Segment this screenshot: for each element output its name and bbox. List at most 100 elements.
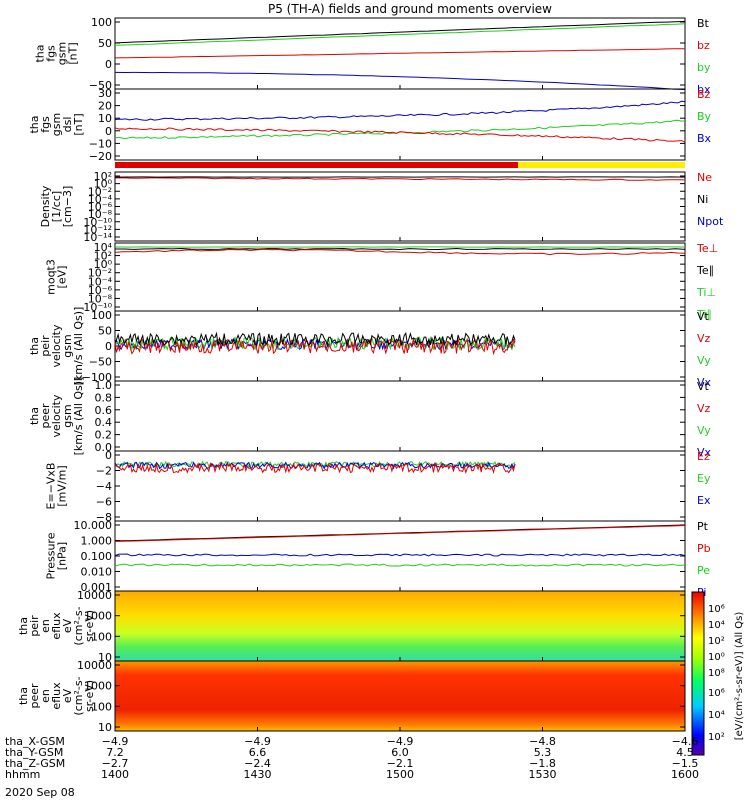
legend-Bz: Bz — [697, 88, 711, 101]
legend-Vz: Vz — [697, 402, 711, 415]
legend-Npot: Npot — [697, 215, 724, 228]
legend-Ex: Ex — [697, 494, 711, 507]
legend-by: by — [697, 61, 711, 74]
trace-by — [115, 24, 685, 46]
mode-bar-yellow — [518, 162, 685, 168]
legend-Ni: Ni — [697, 193, 708, 206]
cbar-tick-l3: 10² — [708, 732, 725, 743]
ytick-label: 0 — [105, 125, 112, 138]
ytick-label: −6 — [96, 496, 112, 509]
legend-Ti⊥: Ti⊥ — [696, 286, 716, 299]
ytick-label: 50 — [98, 37, 112, 50]
mode-bar-red — [115, 162, 518, 168]
ytick-label: 0 — [105, 58, 112, 71]
ylabel-line: [eV] — [56, 266, 69, 289]
panel-peer_spec: 10000100010010thapeerenefluxeV(cm²-s-sr-… — [17, 659, 685, 734]
ytick-label: 100 — [91, 309, 112, 322]
ytick-label: 0 — [105, 340, 112, 353]
ytick-label: −50 — [89, 356, 112, 369]
panel-frame — [115, 243, 685, 311]
ylabel-line: [km/s (All Qs)] — [72, 377, 85, 456]
ylabel-line: [cm−3] — [61, 186, 74, 228]
ylabel-line: [km/s (All Qs)] — [72, 307, 85, 386]
panel-peir_spec: 10000100010010thapeirenefluxeV(cm²-s-sr-… — [17, 589, 685, 664]
ytick-label: 10 — [98, 112, 112, 125]
ytick-label: 10000 — [77, 659, 112, 672]
plot-title: P5 (TH-A) fields and ground moments over… — [268, 2, 552, 16]
legend-bz: bz — [697, 39, 710, 52]
trace-Bt — [115, 21, 685, 43]
legend-Te⊥: Te⊥ — [696, 242, 718, 255]
legend-Ez: Ez — [697, 450, 710, 463]
ytick-label: 10.000 — [74, 519, 113, 532]
spectrogram-peir — [115, 591, 685, 661]
cbar-tick-u2: 10² — [708, 636, 725, 647]
legend-Bx: Bx — [697, 132, 712, 145]
ytick-label: 0.100 — [81, 550, 113, 563]
cbar-tick-l1: 10⁶ — [708, 688, 725, 699]
legend-Pb: Pb — [697, 542, 711, 555]
trace-Pi — [115, 554, 685, 556]
ylabel-line: [nT] — [67, 42, 80, 64]
legend-Ey: Ey — [697, 472, 711, 485]
colorbar-label: [eV/(cm²-s-sr-eV)] (All Qs) — [734, 612, 745, 741]
cbar-tick-l2: 10⁴ — [708, 710, 725, 721]
legend-Bt: Bt — [697, 17, 710, 30]
panel-frame — [115, 381, 685, 451]
ylabel-line: sr-eV) — [83, 610, 96, 642]
trace-Te-perp — [115, 249, 685, 254]
panel-peer_vel: 1.00.80.60.40.20.0thapeervelocitygsm[km/… — [28, 377, 712, 459]
ytick-label: −2 — [96, 465, 112, 478]
legend-Vy: Vy — [697, 354, 711, 367]
ytick-label: 0 — [105, 449, 112, 462]
ylabel-line: sr-eV) — [83, 680, 96, 712]
ytick-label: 1.0 — [95, 379, 113, 392]
trace-Te-par — [115, 249, 685, 250]
orbit-date: 2020 Sep 08 — [5, 786, 75, 799]
trace-Bz — [115, 128, 685, 142]
legend-Vy: Vy — [697, 424, 711, 437]
ytick-label: −4 — [96, 480, 112, 493]
panel-temp: 10⁴10²10⁰10⁻²10⁻⁴10⁻⁶10⁻⁸10⁻¹⁰moqt3[eV]T… — [45, 241, 719, 321]
ytick-label: −20 — [89, 150, 112, 163]
orbit-hhmm-1: 1430 — [244, 768, 272, 781]
ylabel-line: [mV/m] — [56, 465, 69, 506]
trace-Pb — [115, 526, 685, 542]
cbar-tick-u0: 10⁶ — [708, 604, 725, 615]
legend-Pt: Pt — [697, 520, 709, 533]
cbar-tick-u3: 10⁰ — [708, 652, 725, 663]
ylabel-line: [nT] — [72, 113, 85, 135]
ytick-label: 0.8 — [95, 391, 113, 404]
orbit-hhmm-2: 1500 — [386, 768, 414, 781]
ytick-label: 0.010 — [81, 566, 113, 579]
ytick-label: −10 — [89, 137, 112, 150]
ytick-label: 30 — [98, 87, 112, 100]
panel-density: 10²10⁰10⁻²10⁻⁴10⁻⁶10⁻⁸10⁻¹⁰10⁻¹²10⁻¹⁴Den… — [39, 170, 724, 244]
ytick-label: 1.000 — [81, 535, 113, 548]
ytick-label: 0.2 — [95, 429, 113, 442]
panel-frame — [115, 172, 685, 241]
orbit-hhmm-4: 1600 — [671, 768, 699, 781]
ylabel-line: [nPa] — [56, 542, 69, 570]
legend-Ne: Ne — [697, 171, 712, 184]
trace-Pe — [115, 564, 685, 566]
spectrogram-peer — [115, 661, 685, 731]
ytick-label: 10 — [98, 721, 112, 734]
trace-Ne — [115, 178, 685, 180]
legend-Vt: Vt — [697, 380, 710, 393]
legend-Te∥: Te∥ — [696, 264, 714, 277]
trace-bz — [115, 49, 685, 58]
ytick-label: 20 — [98, 100, 112, 113]
ytick-label: 100 — [91, 16, 112, 29]
orbit-label-hhmm: hhmm — [5, 768, 40, 781]
cbar-tick-l0: 10⁸ — [708, 668, 725, 679]
ytick-label: 50 — [98, 325, 112, 338]
colorbar: 10⁶ 10⁴ 10² 10⁰ 10⁸ 10⁶ 10⁴ 10² [eV/(cm²… — [692, 592, 745, 755]
legend-By: By — [697, 110, 712, 123]
legend-Vt: Vt — [697, 310, 710, 323]
cbar-tick-u1: 10⁴ — [708, 620, 725, 631]
